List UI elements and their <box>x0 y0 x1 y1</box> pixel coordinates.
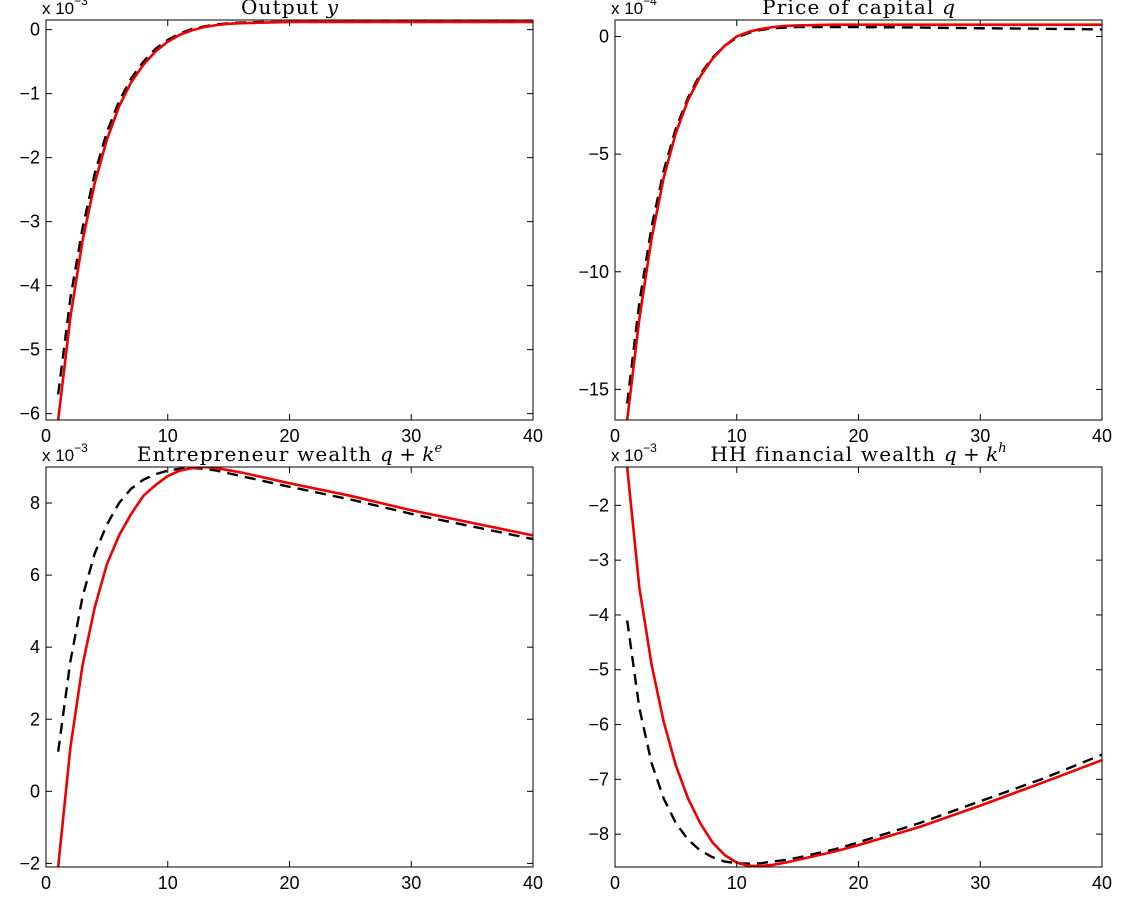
x-tick-label: 40 <box>523 873 543 893</box>
x-tick-label: 0 <box>610 426 620 446</box>
x-tick-label: 40 <box>1092 426 1112 446</box>
y-tick-label: −3 <box>588 550 609 570</box>
chart-title: HH financial wealth q + kh <box>710 441 1006 466</box>
chart-title: Price of capital q <box>762 0 955 19</box>
x-tick-label: 30 <box>970 426 990 446</box>
y-tick-label: −3 <box>19 212 40 232</box>
plot-frame <box>45 19 534 421</box>
x-tick-label: 30 <box>401 873 421 893</box>
chart-title: Entrepreneur wealth q + ke <box>137 441 443 466</box>
x-tick-label: 10 <box>158 426 178 446</box>
x-tick-label: 30 <box>401 426 421 446</box>
y-tick-label: −1 <box>19 84 40 104</box>
y-tick-label: −4 <box>19 276 40 296</box>
series-line-solid-price-of-capital <box>625 23 1102 420</box>
series-line-dashed-price-of-capital <box>625 25 1102 404</box>
x-tick-label: 40 <box>1092 873 1112 893</box>
series-line-solid-hh-financial-wealth <box>625 467 1102 867</box>
y-tick-label: −7 <box>588 769 609 789</box>
y-tick-label: −10 <box>578 262 609 282</box>
x-tick-label: 40 <box>523 426 543 446</box>
y-tick-label: 0 <box>599 26 609 46</box>
y-tick-label: −15 <box>578 379 609 399</box>
axis-exponent-label: x 10−3 <box>42 0 88 18</box>
series-line-dashed-entrepreneur-wealth <box>56 467 533 752</box>
y-tick-label: −2 <box>19 853 40 873</box>
y-tick-label: 0 <box>30 781 40 801</box>
panel-hh-financial-wealth: 0 10 20 30 40 −8 −7 −6 −5 −4 −3 −2 x 10−3 HH financia… <box>588 441 1112 893</box>
axis-exponent-label: x 10−3 <box>611 441 657 465</box>
y-tick-label: −6 <box>588 715 609 735</box>
y-tick-label: 0 <box>30 20 40 40</box>
y-tick-label: 4 <box>30 637 40 657</box>
y-tick-label: −2 <box>19 148 40 168</box>
series-line-solid-output <box>56 20 533 420</box>
x-tick-label: 10 <box>727 426 747 446</box>
x-tick-label: 0 <box>610 873 620 893</box>
x-tick-label: 10 <box>158 873 178 893</box>
series-line-dashed-hh-financial-wealth <box>625 620 1102 865</box>
y-tick-label: −6 <box>19 404 40 424</box>
series-line-dashed-output <box>56 20 533 395</box>
series-line-solid-entrepreneur-wealth <box>56 467 533 867</box>
y-tick-label: 8 <box>30 493 40 513</box>
y-tick-label: 6 <box>30 565 40 585</box>
axis-exponent-label: x 10−4 <box>611 0 657 18</box>
x-tick-label: 10 <box>727 873 747 893</box>
x-tick-label: 20 <box>279 426 299 446</box>
y-tick-label: −5 <box>588 144 609 164</box>
panel-price-of-capital: 0 10 20 30 40−15−10−50x 10−4 Price of capital… <box>578 0 1112 446</box>
x-tick-label: 20 <box>848 873 868 893</box>
y-tick-label: −4 <box>588 605 609 625</box>
x-tick-label: 20 <box>279 873 299 893</box>
y-tick-label: −8 <box>588 824 609 844</box>
y-tick-label: −2 <box>588 495 609 515</box>
x-tick-label: 30 <box>970 873 990 893</box>
x-tick-label: 0 <box>41 873 51 893</box>
y-tick-label: −5 <box>588 660 609 680</box>
x-tick-label: 0 <box>41 426 51 446</box>
y-tick-label: 2 <box>30 709 40 729</box>
plot-frame <box>614 19 1103 421</box>
y-tick-label: −5 <box>19 340 40 360</box>
chart-title: Output y <box>241 0 339 19</box>
plot-frame <box>614 466 1103 868</box>
plot-frame <box>45 466 534 868</box>
axis-exponent-label: x 10−3 <box>42 441 88 465</box>
x-tick-label: 20 <box>848 426 868 446</box>
panel-output: 0 10 20 30 40−6−5−4−3−2−10x 10−3 Output y <box>19 0 543 446</box>
